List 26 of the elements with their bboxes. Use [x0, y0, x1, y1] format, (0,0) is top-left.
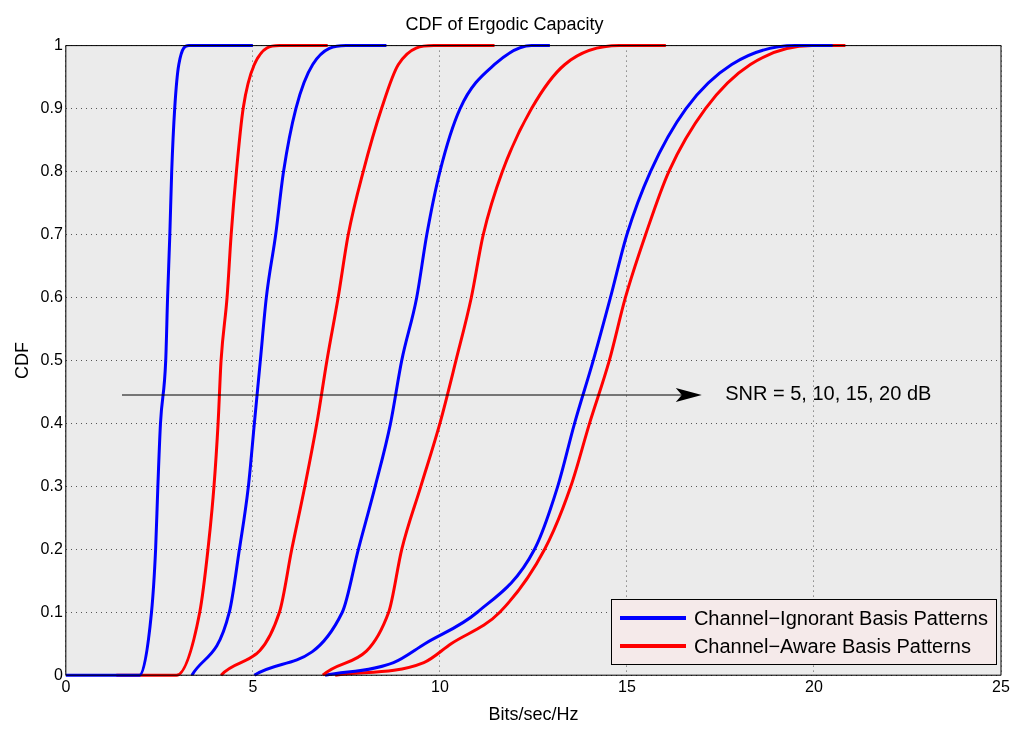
- chart-title: CDF of Ergodic Capacity: [405, 13, 604, 34]
- y-tick-label: 0.9: [40, 98, 63, 116]
- line-series: [219, 44, 497, 677]
- x-tick-label: 15: [618, 678, 636, 696]
- y-tick-label: 0.1: [40, 602, 63, 620]
- y-tick-label: 0.8: [40, 161, 63, 179]
- x-tick-label: 20: [805, 678, 823, 696]
- legend-label: Channel−Ignorant Basis Patterns: [693, 606, 988, 632]
- line-series: [321, 44, 668, 677]
- y-tick-label: 0.7: [40, 224, 63, 242]
- y-tick-label: 1: [53, 36, 63, 54]
- legend-label: Channel−Aware Basis Patterns: [693, 634, 971, 660]
- y-tick-label: 0: [53, 665, 63, 683]
- y-tick-label: 0.3: [40, 476, 63, 494]
- x-tick-label: 25: [992, 678, 1010, 696]
- annotation: SNR = 5, 10, 15, 20 dB: [725, 382, 932, 406]
- x-tick-label: 10: [431, 678, 449, 696]
- x-axis-title: Bits/sec/Hz: [488, 704, 579, 725]
- x-tick-label: 5: [248, 678, 258, 696]
- line-series: [252, 44, 552, 677]
- line-series: [190, 44, 388, 677]
- y-tick-label: 0.2: [40, 539, 63, 557]
- y-tick-label: 0.5: [40, 350, 63, 368]
- y-axis-title: CDF: [11, 341, 32, 379]
- y-tick-label: 0.4: [40, 413, 63, 431]
- y-tick-label: 0.6: [40, 287, 63, 305]
